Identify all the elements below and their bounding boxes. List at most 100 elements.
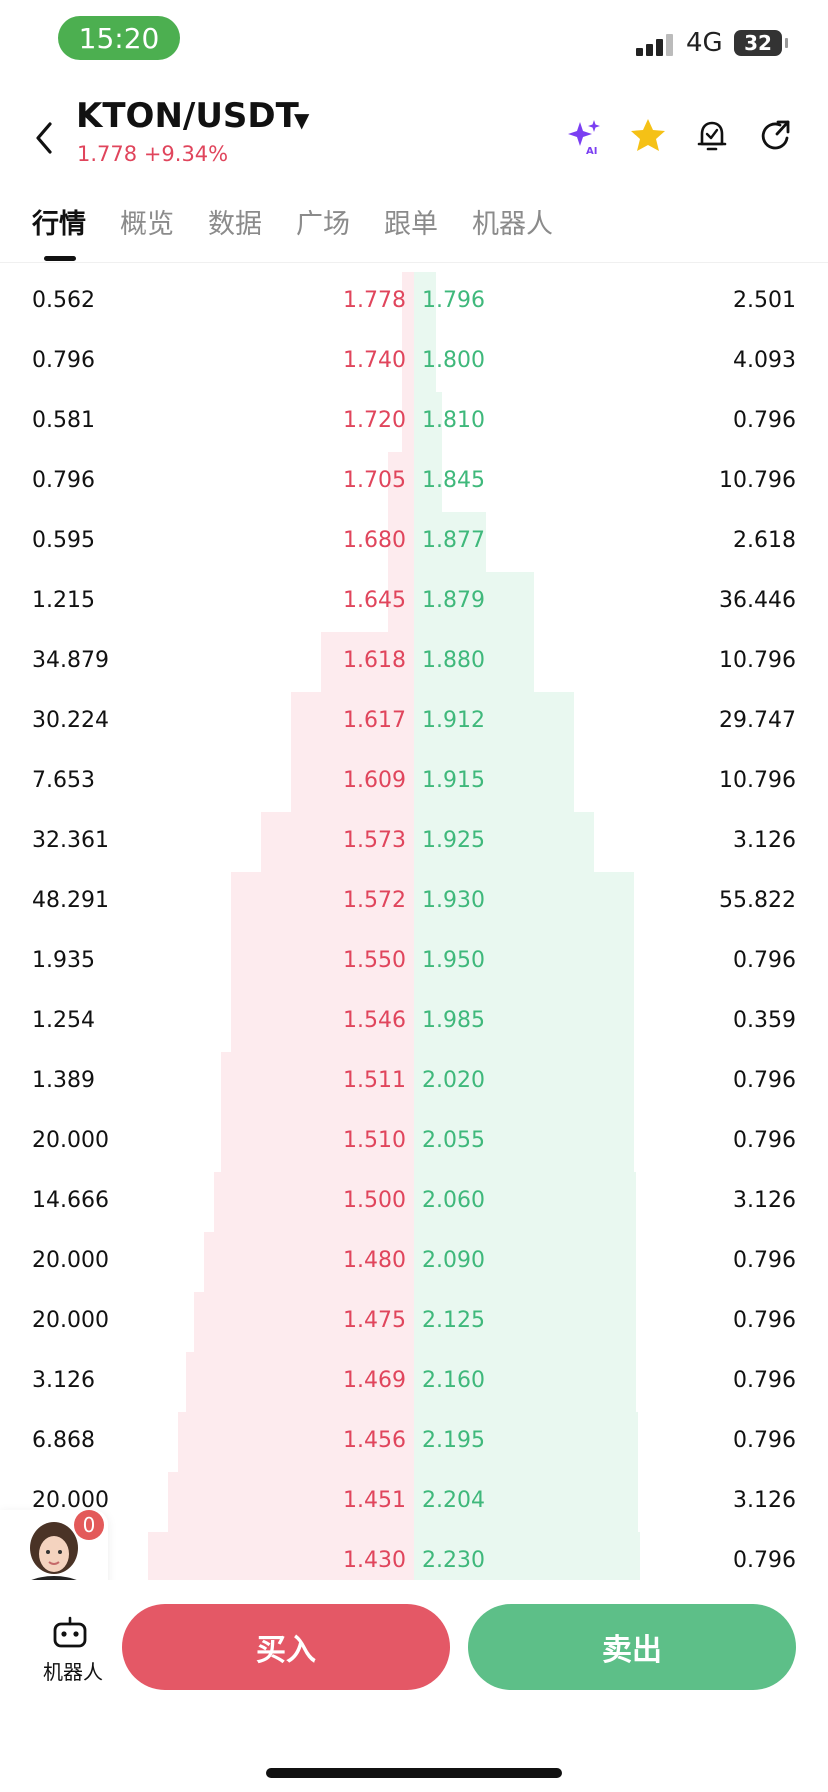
bid-depth-bar xyxy=(321,632,414,692)
tab-robot[interactable]: 机器人 xyxy=(472,209,553,240)
order-book-row[interactable]: 0.581 1.720 1.810 0.796 xyxy=(0,392,828,452)
order-book-row[interactable]: 1.254 1.546 1.985 0.359 xyxy=(0,992,828,1052)
robot-button[interactable]: 机器人 xyxy=(28,1616,112,1686)
ask-price: 2.125 xyxy=(422,1308,485,1333)
order-book-row[interactable]: 14.666 1.500 2.060 3.126 xyxy=(0,1172,828,1232)
ask-price: 2.055 xyxy=(422,1128,485,1153)
ask-price: 1.925 xyxy=(422,828,485,853)
price-alert-icon[interactable] xyxy=(692,116,732,156)
ask-depth-bar xyxy=(414,572,534,632)
tab-square[interactable]: 广场 xyxy=(296,209,350,240)
ask-depth-bar xyxy=(414,1172,636,1232)
ask-price: 1.930 xyxy=(422,888,485,913)
ask-depth-bar xyxy=(414,752,574,812)
order-book-row[interactable]: 6.868 1.456 2.195 0.796 xyxy=(0,1412,828,1472)
order-book: 0.562 1.778 1.796 2.501 0.796 1.740 1.800 4.093… xyxy=(0,272,828,1592)
back-icon[interactable] xyxy=(30,118,60,158)
bid-depth-bar xyxy=(388,452,414,512)
ask-depth-bar xyxy=(414,1292,636,1352)
bid-depth-bar xyxy=(402,272,414,332)
ask-quantity: 0.796 xyxy=(733,408,796,433)
star-icon[interactable] xyxy=(628,116,668,156)
bid-quantity: 1.389 xyxy=(32,1068,95,1093)
ask-price: 2.195 xyxy=(422,1428,485,1453)
ask-price: 2.204 xyxy=(422,1488,485,1513)
ask-depth-bar xyxy=(414,332,436,392)
bid-depth-bar xyxy=(261,812,414,872)
ask-price: 2.230 xyxy=(422,1548,485,1573)
ask-quantity: 2.501 xyxy=(733,288,796,313)
sell-button[interactable]: 卖出 xyxy=(468,1604,796,1690)
ask-depth-bar xyxy=(414,1412,638,1472)
ask-price: 1.879 xyxy=(422,588,485,613)
tab-market[interactable]: 行情 xyxy=(32,209,86,240)
buy-button[interactable]: 买入 xyxy=(122,1604,450,1690)
bid-depth-bar xyxy=(221,1112,414,1172)
bid-depth-bar xyxy=(231,992,414,1052)
status-time: 15:20 xyxy=(58,16,180,60)
pair-title[interactable]: KTON/USDT xyxy=(76,96,299,136)
ask-depth-bar xyxy=(414,932,634,992)
ask-quantity: 10.796 xyxy=(719,468,796,493)
bid-quantity: 48.291 xyxy=(32,888,109,913)
bid-price: 1.456 xyxy=(343,1428,406,1453)
order-book-row[interactable]: 0.796 1.705 1.845 10.796 xyxy=(0,452,828,512)
bid-price: 1.500 xyxy=(343,1188,406,1213)
tab-overview[interactable]: 概览 xyxy=(120,209,174,240)
tab-bar: 行情 概览 数据 广场 跟单 机器人 xyxy=(0,198,828,263)
bid-quantity: 0.595 xyxy=(32,528,95,553)
order-book-row[interactable]: 1.430 2.230 0.796 xyxy=(0,1532,828,1592)
ask-depth-bar xyxy=(414,812,594,872)
order-book-row[interactable]: 0.796 1.740 1.800 4.093 xyxy=(0,332,828,392)
ask-depth-bar xyxy=(414,452,442,512)
bid-quantity: 0.562 xyxy=(32,288,95,313)
bid-quantity: 30.224 xyxy=(32,708,109,733)
order-book-row[interactable]: 32.361 1.573 1.925 3.126 xyxy=(0,812,828,872)
share-icon[interactable] xyxy=(756,116,796,156)
battery-icon: 32 xyxy=(734,30,788,56)
bid-depth-bar xyxy=(402,332,414,392)
order-book-row[interactable]: 20.000 1.480 2.090 0.796 xyxy=(0,1232,828,1292)
ask-depth-bar xyxy=(414,392,442,452)
pair-header: KTON/USDT ▼ 1.778 +9.34% AI xyxy=(0,90,828,180)
chevron-down-icon[interactable]: ▼ xyxy=(294,108,310,132)
bid-quantity: 6.868 xyxy=(32,1428,95,1453)
bid-depth-bar xyxy=(204,1232,414,1292)
ask-quantity: 0.796 xyxy=(733,1068,796,1093)
order-book-row[interactable]: 20.000 1.510 2.055 0.796 xyxy=(0,1112,828,1172)
ask-price: 1.845 xyxy=(422,468,485,493)
change-percent: +9.34% xyxy=(143,142,229,166)
notification-badge: 0 xyxy=(74,1510,104,1540)
last-price: 1.778 xyxy=(77,142,138,166)
order-book-row[interactable]: 3.126 1.469 2.160 0.796 xyxy=(0,1352,828,1412)
bid-depth-bar xyxy=(194,1292,414,1352)
order-book-row[interactable]: 1.389 1.511 2.020 0.796 xyxy=(0,1052,828,1112)
order-book-row[interactable]: 20.000 1.451 2.204 3.126 xyxy=(0,1472,828,1532)
tab-data[interactable]: 数据 xyxy=(208,209,262,240)
order-book-row[interactable]: 30.224 1.617 1.912 29.747 xyxy=(0,692,828,752)
bid-quantity: 32.361 xyxy=(32,828,109,853)
ask-price: 1.877 xyxy=(422,528,485,553)
ask-quantity: 10.796 xyxy=(719,768,796,793)
ask-price: 2.020 xyxy=(422,1068,485,1093)
ask-price: 1.796 xyxy=(422,288,485,313)
bid-depth-bar xyxy=(231,872,414,932)
bid-price: 1.618 xyxy=(343,648,406,673)
ask-quantity: 0.796 xyxy=(733,1248,796,1273)
order-book-row[interactable]: 1.215 1.645 1.879 36.446 xyxy=(0,572,828,632)
order-book-row[interactable]: 0.595 1.680 1.877 2.618 xyxy=(0,512,828,572)
ask-price: 1.880 xyxy=(422,648,485,673)
order-book-row[interactable]: 20.000 1.475 2.125 0.796 xyxy=(0,1292,828,1352)
order-book-row[interactable]: 1.935 1.550 1.950 0.796 xyxy=(0,932,828,992)
ask-depth-bar xyxy=(414,992,634,1052)
tab-copy-trade[interactable]: 跟单 xyxy=(384,209,438,240)
bid-depth-bar xyxy=(388,512,414,572)
order-book-row[interactable]: 34.879 1.618 1.880 10.796 xyxy=(0,632,828,692)
order-book-row[interactable]: 48.291 1.572 1.930 55.822 xyxy=(0,872,828,932)
ai-sparkle-icon[interactable]: AI xyxy=(564,116,604,156)
bid-depth-bar xyxy=(291,752,414,812)
order-book-row[interactable]: 0.562 1.778 1.796 2.501 xyxy=(0,272,828,332)
order-book-row[interactable]: 7.653 1.609 1.915 10.796 xyxy=(0,752,828,812)
bid-quantity: 1.215 xyxy=(32,588,95,613)
bid-price: 1.740 xyxy=(343,348,406,373)
